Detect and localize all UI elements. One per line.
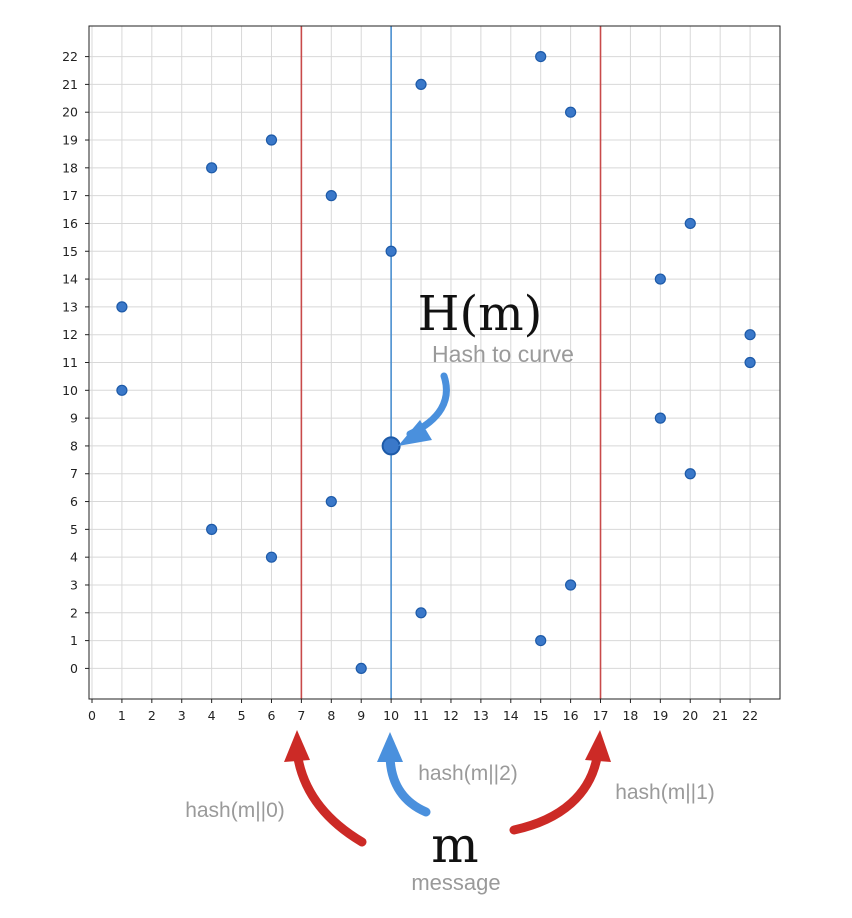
hash1-arrowhead (585, 730, 611, 762)
vertical-lines (300, 26, 602, 699)
y-tick-label: 21 (62, 77, 78, 92)
data-point (415, 607, 427, 619)
x-tick-label: 20 (682, 708, 698, 723)
data-point (265, 134, 278, 146)
x-tick-label: 10 (383, 708, 399, 723)
x-tick-label: 6 (267, 708, 275, 723)
x-tick-label: 2 (148, 708, 156, 723)
y-tick-label: 5 (70, 522, 78, 537)
y-tick-label: 12 (62, 327, 78, 342)
x-tick-label: 11 (413, 708, 429, 723)
y-tick-label: 7 (70, 466, 78, 481)
data-point (535, 50, 547, 63)
hash-to-curve-arrowhead (398, 420, 432, 446)
x-tick-label: 4 (208, 708, 216, 723)
data-point (744, 356, 756, 369)
data-point (654, 273, 666, 285)
hash1-arrow (509, 747, 603, 835)
x-tick-label: 22 (742, 708, 758, 723)
y-tick-label: 0 (70, 661, 78, 676)
y-tick-label: 16 (62, 216, 78, 231)
y-tick-label: 18 (62, 160, 78, 175)
y-tick-label: 15 (62, 244, 78, 259)
y-tick-label: 20 (62, 105, 78, 120)
x-tick-label: 21 (712, 708, 728, 723)
y-tick-label: 10 (62, 383, 78, 398)
message-label: message (411, 870, 500, 895)
y-tick-label: 4 (70, 550, 78, 565)
data-point (535, 634, 547, 647)
hash1-label: hash(m||1) (615, 781, 715, 804)
hash2-arrow (385, 749, 431, 817)
data-point (415, 78, 427, 91)
y-tick-label: 13 (62, 299, 78, 314)
data-point (684, 217, 696, 230)
data-point (116, 384, 128, 396)
x-axis-ticks: 0 1 2 3 4 5 6 7 8 9 10 11 12 13 14 15 16 17 18 19 20 21 22 (88, 699, 758, 723)
x-tick-label: 13 (473, 708, 489, 723)
data-point (744, 329, 756, 341)
hash-to-curve-arrow (406, 372, 450, 438)
y-tick-label: 11 (62, 355, 78, 370)
x-tick-label: 8 (327, 708, 335, 723)
x-tick-label: 7 (297, 708, 305, 723)
hash0-label: hash(m||0) (185, 799, 285, 822)
annotation-arrows (284, 372, 611, 847)
y-tick-label: 14 (62, 272, 78, 287)
hash0-arrow (292, 747, 367, 847)
y-tick-label: 6 (70, 494, 78, 509)
data-point (565, 106, 577, 118)
y-tick-label: 19 (62, 133, 78, 148)
x-tick-label: 18 (622, 708, 638, 723)
x-tick-label: 16 (563, 708, 579, 723)
data-points (116, 50, 756, 675)
hm-label: H(m) (418, 286, 543, 342)
y-tick-label: 2 (70, 605, 78, 620)
x-tick-label: 1 (118, 708, 126, 723)
hash2-label: hash(m||2) (418, 762, 518, 785)
x-tick-label: 14 (503, 708, 519, 723)
data-point (206, 162, 218, 174)
data-point (206, 523, 218, 535)
data-point (565, 579, 577, 591)
hash0-arrowhead (284, 730, 310, 762)
data-point (265, 551, 278, 563)
m-label: m (431, 816, 478, 874)
data-point (684, 468, 696, 480)
x-tick-label: 17 (593, 708, 609, 723)
x-tick-label: 5 (238, 708, 246, 723)
x-tick-label: 15 (533, 708, 549, 723)
data-point (325, 190, 337, 202)
x-tick-label: 12 (443, 708, 459, 723)
data-point (385, 245, 397, 257)
y-tick-label: 8 (70, 438, 78, 453)
hash-to-curve-label: Hash to curve (432, 341, 574, 367)
data-point (116, 301, 128, 313)
y-tick-label: 22 (62, 49, 78, 64)
x-tick-label: 19 (652, 708, 668, 723)
y-tick-label: 1 (70, 633, 78, 648)
data-point (654, 412, 666, 424)
x-tick-label: 3 (178, 708, 186, 723)
x-tick-label: 0 (88, 708, 96, 723)
x-tick-label: 9 (357, 708, 365, 723)
y-tick-label: 3 (70, 577, 78, 592)
y-tick-label: 9 (70, 411, 78, 426)
hash2-arrowhead (377, 732, 403, 762)
y-tick-label: 17 (62, 188, 78, 203)
data-point (325, 495, 337, 508)
data-point (355, 662, 367, 675)
highlighted-point-hm (381, 436, 401, 456)
